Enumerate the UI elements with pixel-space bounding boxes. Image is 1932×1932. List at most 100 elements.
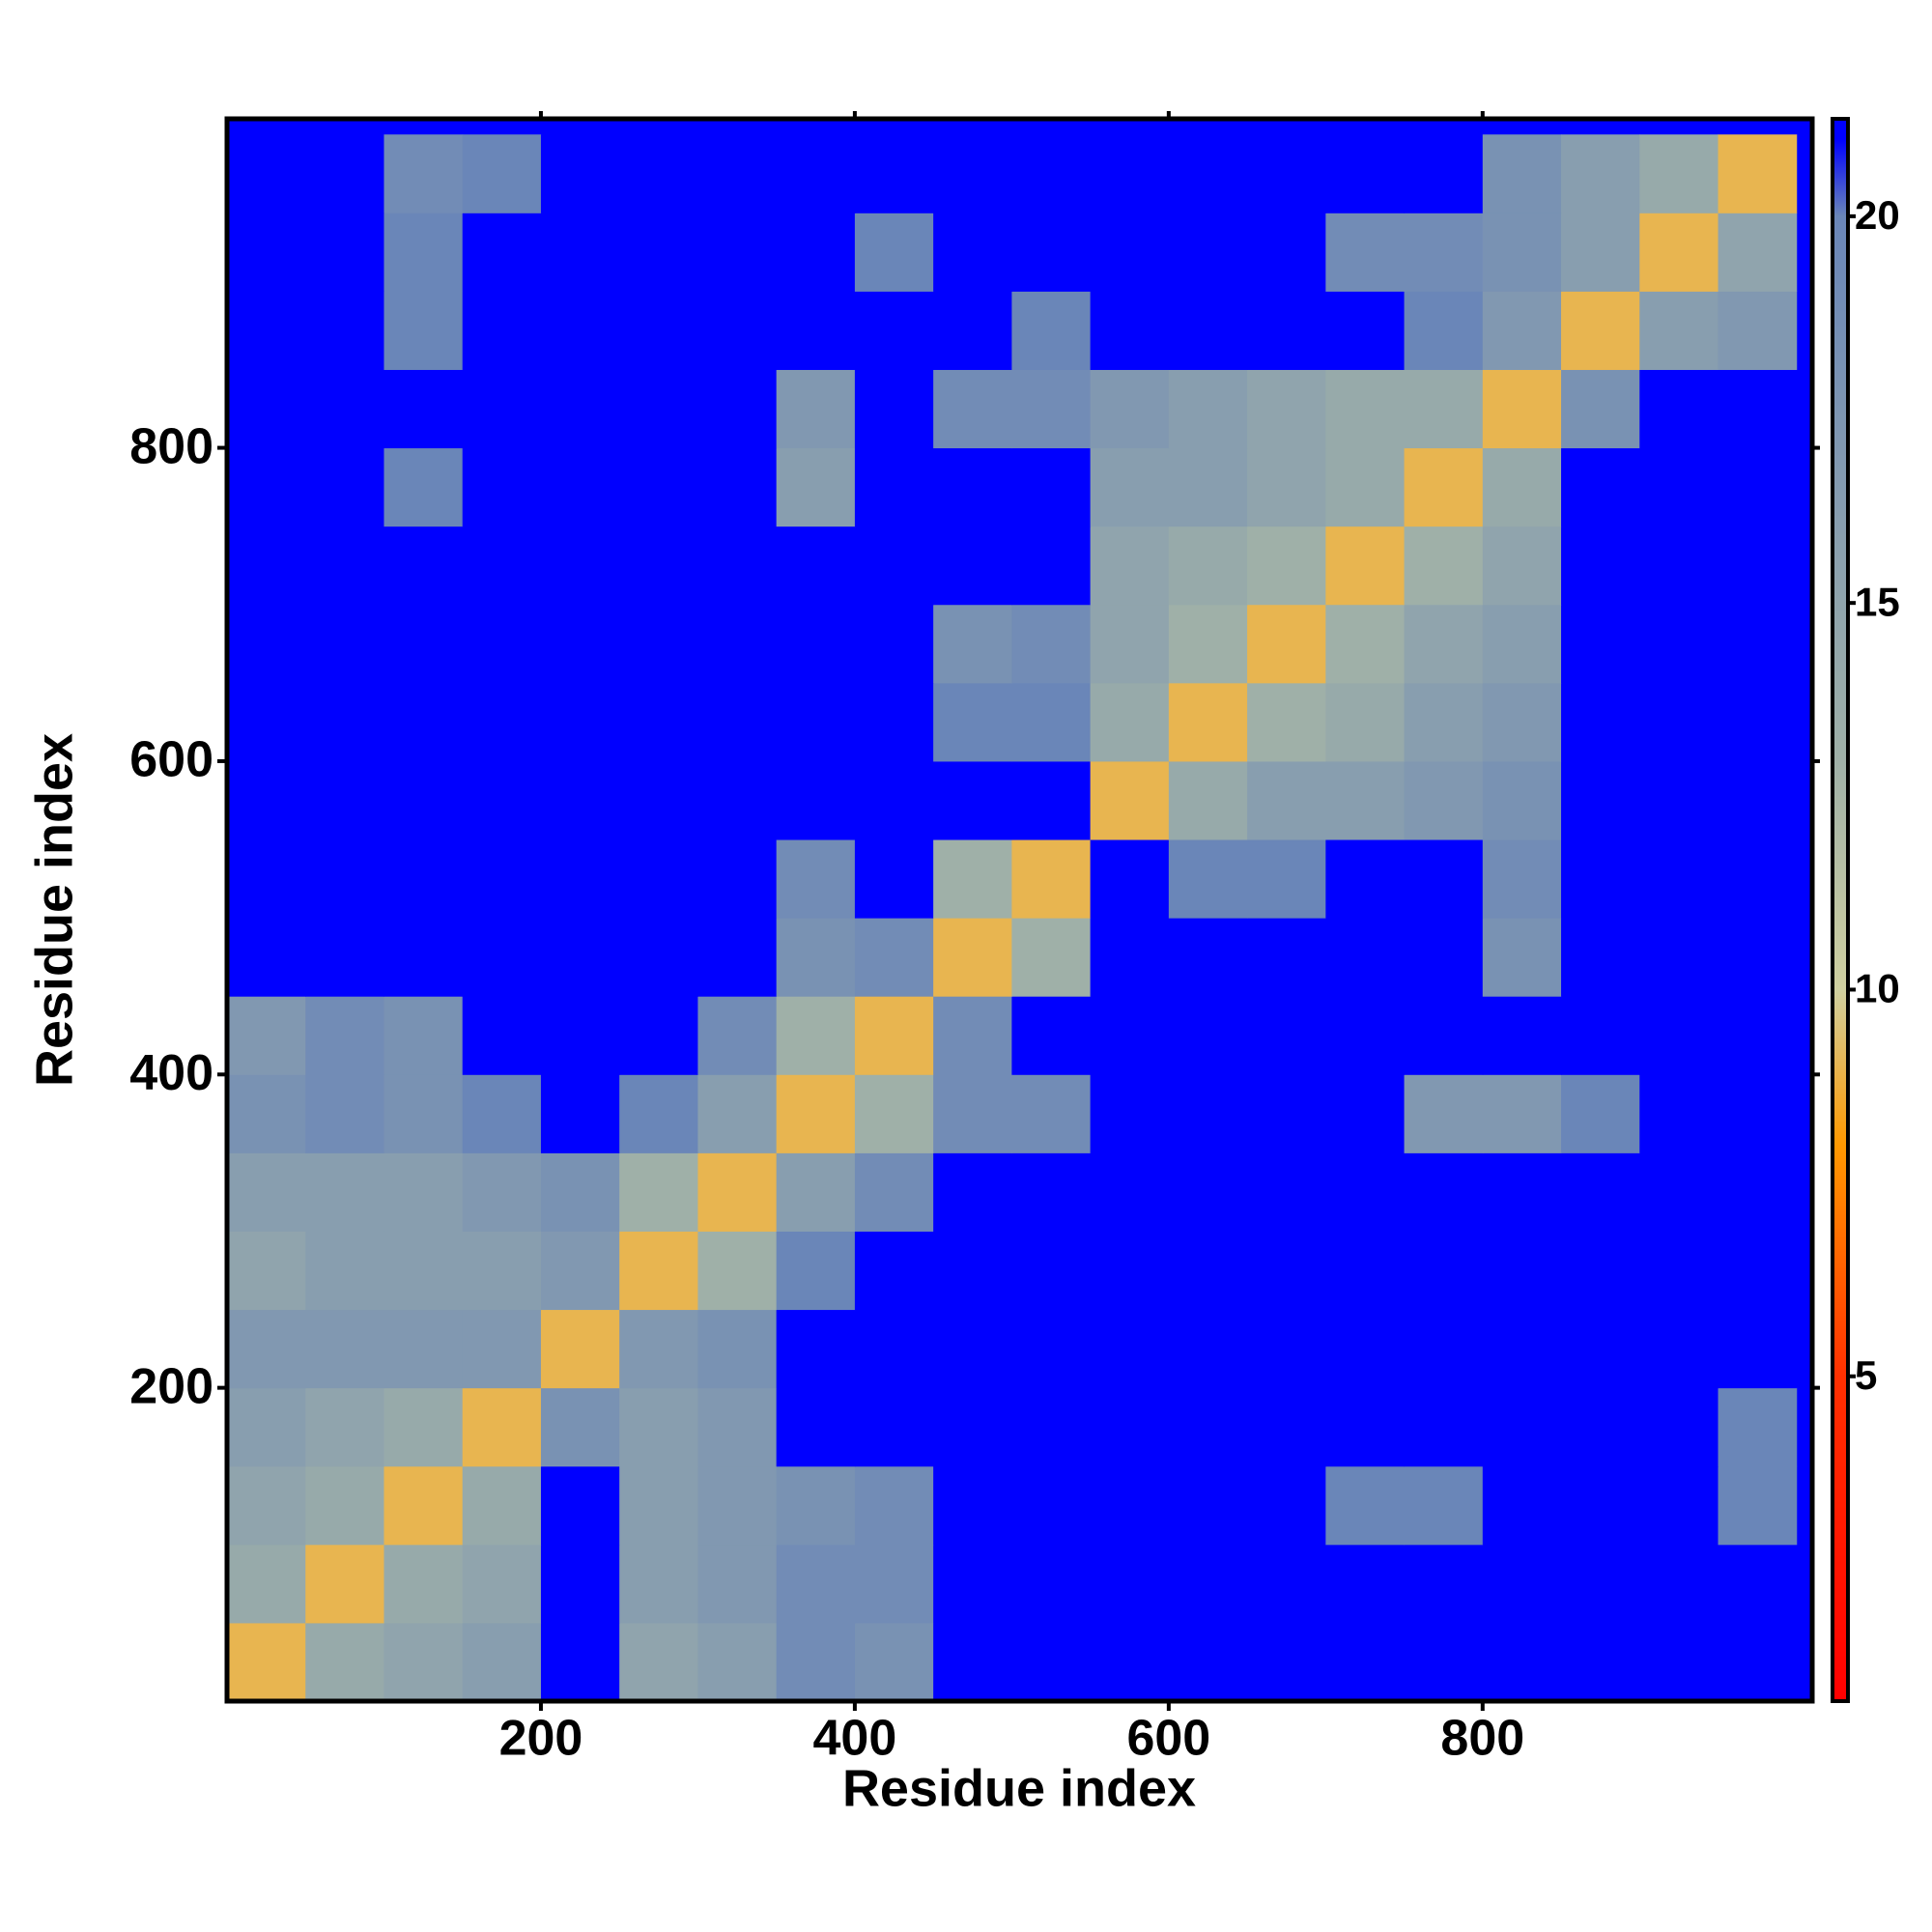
heatmap-cell [462, 447, 542, 527]
heatmap-cell [776, 1465, 856, 1546]
heatmap-cell [1404, 682, 1484, 762]
heatmap-cell [1639, 291, 1719, 370]
heatmap-cell [1247, 1465, 1326, 1546]
heatmap-cell [305, 604, 384, 684]
heatmap-cell [1011, 839, 1092, 919]
heatmap-cell [462, 682, 542, 762]
colorbar-tick-label: 10 [1855, 966, 1900, 1011]
heatmap-cell [776, 996, 856, 1075]
heatmap-cell [462, 1152, 542, 1232]
heatmap-cell [227, 1544, 306, 1624]
heatmap-cell [1482, 604, 1562, 684]
heatmap-cell [697, 526, 778, 606]
heatmap-cell [384, 291, 464, 370]
heatmap-cell [1011, 134, 1092, 213]
heatmap-cell [1404, 134, 1484, 213]
heatmap-cell [384, 1622, 464, 1702]
heatmap-cell [462, 369, 542, 449]
heatmap-cell [384, 839, 464, 919]
heatmap-cell [854, 760, 934, 840]
heatmap-cell [697, 682, 778, 762]
heatmap-cell [227, 1074, 306, 1153]
heatmap-cell [305, 996, 384, 1075]
heatmap-cell [1325, 1387, 1406, 1467]
heatmap-cell [1718, 839, 1798, 919]
heatmap-cell [697, 996, 778, 1075]
heatmap-cell [1090, 918, 1170, 997]
heatmap-cell [1090, 1387, 1170, 1467]
heatmap-cell [619, 918, 698, 997]
heatmap-cell [1482, 1622, 1562, 1702]
heatmap-cell [1561, 1074, 1640, 1153]
heatmap-cell [1247, 604, 1326, 684]
heatmap-cell [227, 918, 306, 997]
heatmap-cell [933, 604, 1012, 684]
heatmap-cell [1482, 134, 1562, 213]
heatmap-cell [1639, 604, 1719, 684]
heatmap-cell [1090, 369, 1170, 449]
heatmap-cell [1247, 682, 1326, 762]
heatmap-cell [1718, 213, 1798, 292]
heatmap-cell [619, 1309, 698, 1389]
heatmap-cell [1011, 1622, 1092, 1702]
heatmap-cell [1639, 1622, 1719, 1702]
heatmap-cell [540, 1231, 620, 1311]
heatmap-cell [1090, 1622, 1170, 1702]
heatmap-cell [933, 839, 1012, 919]
heatmap-cell [1561, 526, 1640, 606]
heatmap-cell [540, 682, 620, 762]
heatmap-cell [776, 682, 856, 762]
heatmap-cell [1011, 760, 1092, 840]
heatmap-cell [1247, 996, 1326, 1075]
heatmap-cell [540, 604, 620, 684]
heatmap-cell [854, 1231, 934, 1311]
x-tick-label: 200 [499, 1711, 583, 1767]
heatmap-cell [1168, 1231, 1248, 1311]
heatmap-cell [1718, 1387, 1798, 1467]
heatmap-cell [1168, 1387, 1248, 1467]
heatmap-cell [1639, 447, 1719, 527]
heatmap-cell [1247, 1231, 1326, 1311]
heatmap-cell [933, 1152, 1012, 1232]
heatmap-cell [1090, 1152, 1170, 1232]
heatmap-cell [1325, 369, 1406, 449]
heatmap-cell [1168, 291, 1248, 370]
heatmap-cell [1325, 682, 1406, 762]
heatmap-cell [1718, 1465, 1798, 1546]
heatmap-cell [933, 1622, 1012, 1702]
heatmap-cell [854, 1387, 934, 1467]
heatmap-cell [1247, 1622, 1326, 1702]
heatmap-cell [1090, 213, 1170, 292]
heatmap-cell [1325, 1465, 1406, 1546]
heatmap-cell [619, 213, 698, 292]
heatmap-cell [933, 760, 1012, 840]
x-tick-label: 600 [1126, 1711, 1210, 1767]
heatmap-cell [1247, 839, 1326, 919]
heatmap-cell [462, 134, 542, 213]
heatmap-cell [1718, 604, 1798, 684]
heatmap-cell [854, 682, 934, 762]
heatmap-cell [1325, 1622, 1406, 1702]
y-axis-title: Residue index [25, 733, 83, 1087]
heatmap-cell [1011, 1544, 1092, 1624]
heatmap-cell [1168, 760, 1248, 840]
heatmap-cell [1168, 604, 1248, 684]
heatmap-cell [540, 918, 620, 997]
heatmap-cell [1011, 291, 1092, 370]
heatmap-cell [933, 996, 1012, 1075]
heatmap-cell [854, 604, 934, 684]
heatmap-cell [305, 839, 384, 919]
heatmap-cell [854, 1544, 934, 1624]
heatmap-cell [854, 291, 934, 370]
heatmap-cell [384, 604, 464, 684]
heatmap-cell [1011, 996, 1092, 1075]
heatmap-cell [540, 996, 620, 1075]
heatmap-cell [305, 760, 384, 840]
heatmap-cell [1247, 526, 1326, 606]
heatmap-cell [305, 369, 384, 449]
heatmap-cell [1404, 760, 1484, 840]
heatmap-cell [697, 447, 778, 527]
heatmap-cell [462, 1309, 542, 1389]
heatmap-cell [384, 1309, 464, 1389]
